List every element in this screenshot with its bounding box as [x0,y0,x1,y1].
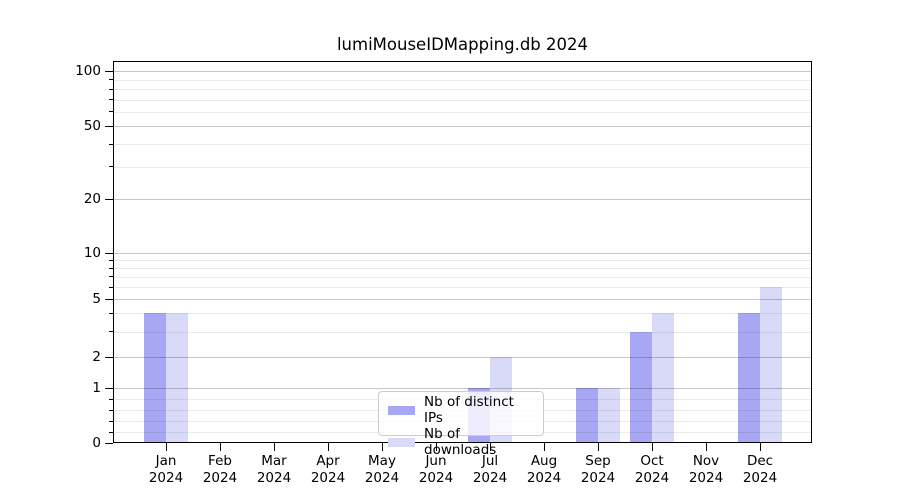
legend-label-downloads: Nb of downloads [424,426,497,458]
y-tick-label: 10 [83,245,101,262]
y-tick-label: 100 [75,63,101,80]
x-tick-mark [759,443,761,451]
bar-oct-s0 [630,331,652,443]
gridline-minor [113,99,812,101]
bar-dec-s1 [760,287,782,443]
gridline-minor [113,287,812,289]
gridline-major [113,199,812,200]
x-tick-mark [543,443,545,451]
y-minor-tick-mark [109,79,113,81]
gridline-major [113,388,812,390]
bar-dec-s0 [738,313,760,443]
bar-sep-s1 [598,388,620,443]
y-tick-label: 2 [92,349,101,366]
y-minor-tick-mark [109,409,113,411]
bar-sep-s0 [576,388,598,443]
legend-item-distinct-ips: Nb of distinct IPs [388,394,534,426]
y-tick-label: 0 [92,435,101,451]
gridline-major [113,71,812,73]
x-tick-label-oct: Oct 2024 [634,453,670,486]
x-tick-mark [381,443,383,451]
y-minor-tick-mark [109,398,113,400]
chart-title: lumiMouseIDMapping.db 2024 [336,35,589,54]
x-tick-label-feb: Feb 2024 [202,453,238,486]
y-minor-tick-mark [109,267,113,269]
legend-swatch-distinct-ips [388,405,415,415]
legend-item-downloads: Nb of downloads [388,426,534,458]
x-tick-mark [597,443,599,451]
x-tick-mark [705,443,707,451]
y-minor-tick-mark [109,259,113,261]
x-tick-mark [219,443,221,451]
gridline-minor [113,79,812,81]
gridline-major [113,253,812,255]
x-tick-label-dec: Dec 2024 [742,453,778,486]
x-tick-mark [327,443,329,451]
x-tick-label-apr: Apr 2024 [310,453,346,486]
legend-label-distinct-ips: Nb of distinct IPs [424,394,514,426]
x-tick-label-jan: Jan 2024 [148,453,184,486]
gridline-minor [113,331,812,333]
gridline-minor [113,268,812,270]
y-minor-tick-mark [109,276,113,278]
y-tick-mark [105,298,113,300]
gridline-minor [113,111,812,113]
x-tick-mark [489,443,491,451]
x-tick-mark [273,443,275,451]
y-tick-mark [105,252,113,254]
x-tick-mark [435,443,437,451]
y-tick-label: 5 [92,291,101,308]
y-minor-tick-mark [109,111,113,113]
y-tick-mark [105,70,113,72]
y-tick-mark [105,442,113,444]
legend-swatch-downloads [388,437,415,447]
y-tick-mark [105,198,113,200]
bar-oct-s1 [652,313,674,443]
y-tick-label: 20 [83,191,101,207]
y-minor-tick-mark [109,420,113,422]
gridline-major [113,299,812,301]
gridline-minor [113,313,812,315]
plot-area [113,61,812,443]
gridline-major [113,357,812,359]
x-tick-mark [651,443,653,451]
y-minor-tick-mark [109,431,113,433]
x-tick-label-jul: Jul 2024 [472,453,508,486]
y-tick-mark [105,356,113,358]
y-tick-mark [105,125,113,127]
legend: Nb of distinct IPs Nb of downloads [378,391,544,458]
y-minor-tick-mark [109,88,113,90]
gridline-minor [113,166,812,168]
y-minor-tick-mark [109,331,113,333]
y-minor-tick-mark [109,312,113,314]
x-tick-label-may: May 2024 [364,453,400,486]
y-tick-mark [105,387,113,389]
y-minor-tick-mark [109,99,113,101]
gridline-major [113,126,812,128]
x-tick-label-sep: Sep 2024 [580,453,616,486]
y-tick-label: 1 [92,380,101,397]
gridline-minor [113,89,812,90]
bar-jan-s0 [144,313,166,443]
gridline-minor [113,144,812,145]
x-tick-label-nov: Nov 2024 [688,453,724,486]
gridline-minor [113,276,812,278]
y-minor-tick-mark [109,143,113,145]
x-tick-label-aug: Aug 2024 [526,453,562,486]
gridline-minor [113,260,812,262]
y-minor-tick-mark [109,166,113,168]
x-tick-mark [165,443,167,451]
x-tick-label-mar: Mar 2024 [256,453,292,486]
y-tick-label: 50 [83,118,101,135]
x-tick-label-jun: Jun 2024 [418,453,454,486]
y-minor-tick-mark [109,286,113,288]
bar-jan-s1 [166,313,188,443]
